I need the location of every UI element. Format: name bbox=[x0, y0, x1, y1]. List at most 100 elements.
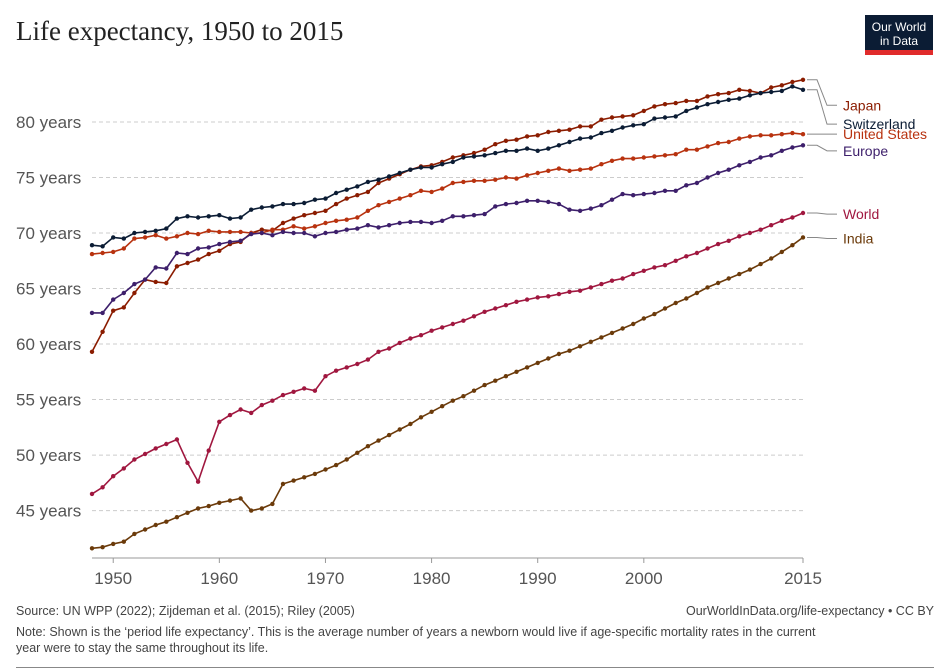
data-point-india-1992 bbox=[556, 351, 562, 357]
data-point-united-states-1971 bbox=[333, 218, 339, 223]
data-point-united-states-1949 bbox=[100, 250, 105, 256]
data-point-india-2008 bbox=[726, 276, 731, 281]
data-point-switzerland-1979 bbox=[418, 165, 424, 170]
data-point-united-states-1955 bbox=[164, 236, 169, 241]
data-point-world-2011 bbox=[758, 227, 763, 232]
data-point-europe-1979 bbox=[418, 219, 424, 225]
data-point-japan-1988 bbox=[514, 137, 519, 142]
data-point-world-1962 bbox=[238, 407, 243, 412]
data-point-world-1971 bbox=[333, 368, 339, 373]
data-point-europe-1950 bbox=[111, 297, 116, 302]
data-point-europe-2014 bbox=[790, 145, 795, 150]
note-line-1: Note: Shown is the ‘period life expectan… bbox=[16, 625, 816, 639]
data-point-india-2014 bbox=[790, 243, 795, 248]
data-point-india-2007 bbox=[715, 280, 721, 286]
data-point-india-1962 bbox=[238, 496, 243, 501]
series-label-united-states: United States bbox=[843, 126, 927, 142]
data-point-europe-1995 bbox=[588, 206, 593, 211]
data-point-united-states-1980 bbox=[429, 189, 434, 195]
data-point-europe-1959 bbox=[206, 245, 211, 250]
data-point-united-states-2007 bbox=[715, 140, 721, 146]
data-point-europe-2007 bbox=[715, 170, 721, 176]
data-point-japan-1968 bbox=[302, 213, 307, 218]
credit-link[interactable]: OurWorldInData.org/life-expectancy • CC … bbox=[686, 604, 934, 618]
data-point-europe-1992 bbox=[556, 201, 562, 207]
data-point-world-1965 bbox=[270, 398, 275, 403]
data-point-europe-1973 bbox=[355, 226, 360, 231]
data-point-india-1966 bbox=[280, 481, 286, 487]
data-point-switzerland-1963 bbox=[249, 207, 254, 212]
data-point-switzerland-2012 bbox=[769, 89, 774, 95]
data-point-india-1985 bbox=[482, 382, 487, 388]
data-point-japan-2005 bbox=[694, 98, 700, 104]
data-point-world-2010 bbox=[747, 230, 753, 236]
data-point-united-states-1975 bbox=[376, 203, 381, 208]
data-point-india-1964 bbox=[259, 506, 264, 511]
data-point-united-states-1988 bbox=[514, 176, 519, 181]
data-point-europe-2002 bbox=[662, 188, 668, 193]
data-point-united-states-1951 bbox=[121, 246, 127, 251]
data-point-japan-2010 bbox=[747, 88, 753, 94]
data-point-switzerland-2008 bbox=[726, 97, 731, 103]
data-point-europe-1953 bbox=[142, 277, 148, 282]
data-point-europe-1961 bbox=[227, 239, 233, 245]
data-point-india-2009 bbox=[737, 271, 742, 277]
data-point-world-2014 bbox=[790, 215, 795, 220]
y-tick-label-80: 80 years bbox=[16, 113, 81, 132]
data-point-united-states-2000 bbox=[641, 155, 646, 160]
data-point-india-2011 bbox=[758, 261, 763, 267]
data-point-switzerland-1998 bbox=[620, 125, 625, 130]
data-point-switzerland-1970 bbox=[323, 196, 328, 201]
data-point-japan-1992 bbox=[556, 128, 562, 133]
data-point-japan-1948 bbox=[89, 349, 95, 354]
data-point-india-2013 bbox=[779, 249, 784, 255]
data-point-japan-1972 bbox=[344, 196, 349, 201]
data-point-united-states-2004 bbox=[684, 147, 689, 152]
data-point-world-2004 bbox=[684, 254, 689, 259]
data-point-united-states-1978 bbox=[408, 193, 413, 198]
data-point-india-1989 bbox=[524, 365, 530, 370]
data-point-europe-1966 bbox=[280, 229, 286, 235]
data-point-switzerland-1950 bbox=[111, 235, 116, 240]
data-point-switzerland-2001 bbox=[652, 116, 657, 121]
data-point-japan-1994 bbox=[577, 124, 583, 129]
data-point-europe-1949 bbox=[100, 310, 105, 316]
data-point-japan-1951 bbox=[121, 305, 127, 310]
data-point-switzerland-1983 bbox=[461, 155, 466, 160]
series-line-europe bbox=[92, 144, 804, 314]
x-tick-label-2015: 2015 bbox=[784, 569, 822, 588]
data-point-europe-2001 bbox=[652, 190, 657, 196]
data-point-europe-2013 bbox=[779, 148, 784, 153]
data-point-india-1971 bbox=[333, 462, 339, 468]
data-point-europe-1980 bbox=[429, 220, 434, 226]
series-label-switzerland: Switzerland bbox=[843, 116, 915, 132]
data-point-japan-2006 bbox=[705, 94, 710, 99]
data-point-world-1986 bbox=[493, 306, 498, 311]
data-point-india-1998 bbox=[620, 326, 625, 331]
data-point-europe-1998 bbox=[620, 191, 625, 197]
data-point-japan-1952 bbox=[132, 290, 137, 296]
series-line-switzerland bbox=[91, 85, 804, 248]
data-point-united-states-1970 bbox=[323, 220, 328, 226]
data-point-switzerland-1969 bbox=[312, 197, 318, 202]
y-tick-label-70: 70 years bbox=[16, 224, 81, 243]
data-point-world-1992 bbox=[556, 291, 562, 297]
data-point-united-states-2013 bbox=[779, 132, 784, 137]
data-point-japan-2007 bbox=[715, 92, 721, 97]
data-point-japan-2012 bbox=[769, 85, 774, 90]
chart-title: Life expectancy, 1950 to 2015 bbox=[16, 16, 344, 46]
data-point-india-1994 bbox=[577, 344, 583, 349]
data-point-europe-1964 bbox=[259, 230, 264, 236]
data-point-switzerland-1993 bbox=[567, 139, 572, 145]
data-point-switzerland-1995 bbox=[588, 135, 593, 140]
y-tick-label-50: 50 years bbox=[16, 446, 81, 465]
data-point-japan-1964 bbox=[259, 227, 264, 232]
series-label-europe: Europe bbox=[843, 143, 888, 159]
data-point-united-states-2011 bbox=[758, 133, 763, 138]
data-point-switzerland-2010 bbox=[747, 93, 753, 98]
data-point-europe-1975 bbox=[376, 225, 381, 230]
owid-logo[interactable]: Our World in Data bbox=[865, 15, 933, 55]
data-point-europe-1952 bbox=[132, 281, 137, 287]
data-point-india-1990 bbox=[535, 360, 540, 366]
data-point-japan-2008 bbox=[726, 90, 731, 96]
